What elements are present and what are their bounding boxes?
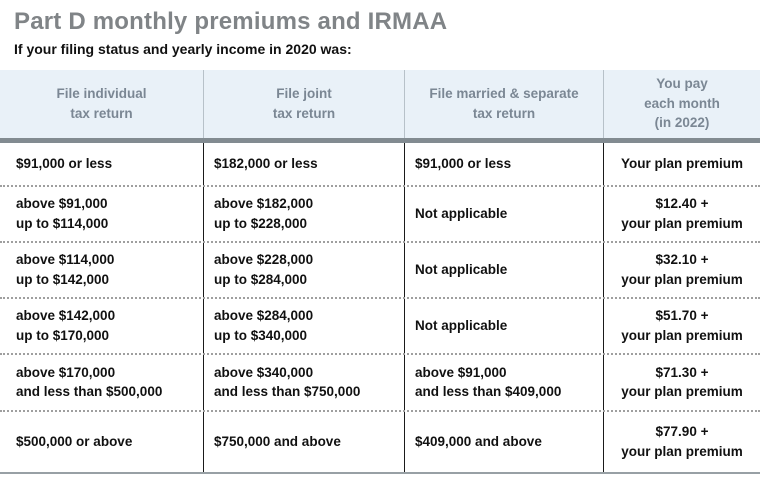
cell-individual-income: above $170,000 and less than $500,000: [0, 354, 204, 410]
table-row: $91,000 or less $182,000 or less $91,000…: [0, 142, 760, 187]
cell-married-separate-income: above $91,000 and less than $409,000: [405, 354, 604, 410]
cell-joint-income: above $182,000 up to $228,000: [204, 186, 405, 241]
irmaa-premium-table: File individual tax return File joint ta…: [0, 69, 760, 474]
cell-monthly-payment: $51.70 + your plan premium: [621, 308, 743, 343]
cell-individual-income: $500,000 or above: [0, 411, 204, 472]
page-title: Part D monthly premiums and IRMAA: [14, 8, 448, 35]
table-row: above $170,000 and less than $500,000 ab…: [0, 354, 760, 412]
cell-married-separate-income: $409,000 and above: [405, 411, 604, 472]
table-row: $500,000 or above $750,000 and above $40…: [0, 411, 760, 472]
cell-individual-income: above $91,000 up to $114,000: [0, 186, 204, 241]
cell-monthly-payment: $12.40 + your plan premium: [621, 196, 743, 231]
cell-monthly-payment: $71.30 + your plan premium: [621, 364, 743, 400]
table-row: above $142,000 up to $170,000 above $284…: [0, 298, 760, 355]
cell-monthly-payment: $32.10 + your plan premium: [621, 252, 743, 287]
cell-married-separate-income: Not applicable: [405, 242, 604, 297]
cell-joint-income: $182,000 or less: [204, 142, 405, 185]
cell-individual-income: above $142,000 up to $170,000: [0, 298, 204, 353]
cell-monthly-payment: Your plan premium: [620, 155, 743, 171]
cell-married-separate-income: Not applicable: [405, 298, 604, 353]
cell-individual-income: $91,000 or less: [0, 142, 204, 185]
column-header-joint: File joint tax return: [204, 69, 405, 138]
page-subtitle: If your filing status and yearly income …: [14, 40, 352, 57]
cell-individual-income: above $114,000 up to $142,000: [0, 242, 204, 297]
table-row: above $114,000 up to $142,000 above $228…: [0, 242, 760, 299]
column-header-you-pay: You pay each month (in 2022): [644, 76, 720, 131]
cell-joint-income: above $340,000 and less than $750,000: [204, 354, 405, 410]
cell-married-separate-income: $91,000 or less: [405, 142, 604, 185]
column-header-individual: File individual tax return: [0, 69, 204, 138]
cell-married-separate-income: Not applicable: [405, 186, 604, 241]
table-header-row: File individual tax return File joint ta…: [0, 69, 760, 138]
table-row: above $91,000 up to $114,000 above $182,…: [0, 186, 760, 243]
header-divider: [0, 137, 760, 143]
cell-joint-income: above $284,000 up to $340,000: [204, 298, 405, 353]
cell-joint-income: above $228,000 up to $284,000: [204, 242, 405, 297]
column-header-married-separate: File married & separate tax return: [405, 69, 604, 138]
cell-joint-income: $750,000 and above: [204, 411, 405, 472]
cell-monthly-payment: $77.90 + your plan premium: [621, 424, 743, 459]
